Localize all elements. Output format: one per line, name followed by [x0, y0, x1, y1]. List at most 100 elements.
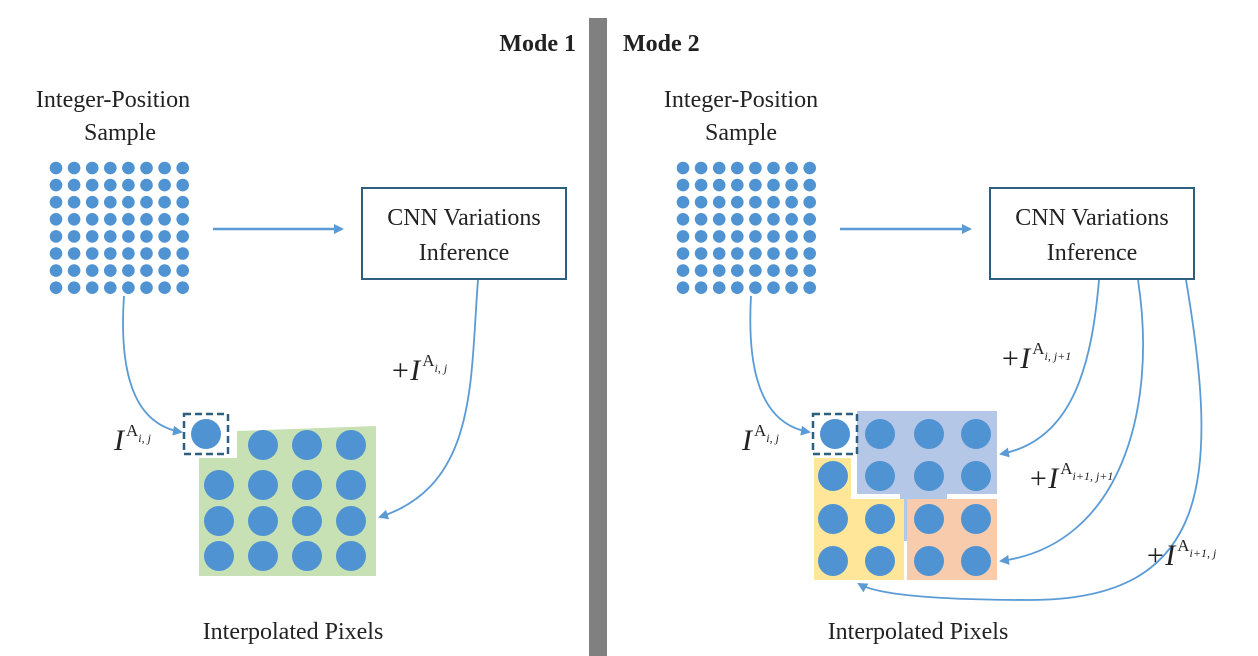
sample-dot	[676, 264, 690, 277]
sample-dot	[104, 230, 117, 243]
sample-dot	[803, 247, 816, 260]
mode-2-cnn-label-line2: Inference	[1047, 240, 1138, 266]
sample-dot	[67, 281, 81, 295]
sample-dot	[176, 230, 189, 243]
interpolated-pixel	[204, 541, 234, 571]
sample-dot	[140, 195, 153, 209]
sample-dot	[49, 195, 63, 209]
mode-1-arrow-sample-to-pixel	[122, 295, 183, 436]
mode-1-cnn-label-line1: CNN Variations	[387, 205, 541, 231]
sample-dot	[49, 161, 63, 175]
sample-dot	[712, 213, 726, 226]
sample-dot	[85, 230, 99, 243]
mode-1-interpolated-pixels	[204, 430, 366, 571]
sample-dot	[85, 247, 99, 260]
interpolated-pixel	[204, 506, 234, 536]
interpolated-pixel	[914, 546, 944, 576]
sample-dot	[803, 161, 816, 175]
sample-dot	[694, 281, 708, 295]
sample-dot	[85, 161, 99, 175]
sample-dot	[104, 264, 117, 277]
sample-dot	[67, 264, 81, 277]
sample-dot	[785, 264, 798, 277]
sample-dot	[676, 195, 690, 209]
mode-1-output-label: Interpolated Pixels	[203, 619, 384, 645]
sample-dot	[140, 281, 153, 295]
sample-dot	[694, 247, 708, 260]
mode-2-arrow-sample-to-pixel	[749, 295, 811, 436]
sample-dot	[749, 230, 762, 243]
interpolated-pixel	[292, 506, 322, 536]
mode-2-cnn-label-line1: CNN Variations	[1015, 205, 1169, 231]
sample-dot	[803, 213, 816, 226]
sample-dot	[176, 247, 189, 260]
sample-dot	[803, 264, 816, 277]
mode-2-integer-pixel-box	[811, 412, 859, 456]
sample-dot	[85, 195, 99, 209]
sample-dot	[85, 213, 99, 226]
sample-dot	[767, 178, 780, 192]
sample-dot	[676, 213, 690, 226]
sample-dot	[49, 178, 63, 192]
sample-dot	[176, 213, 189, 226]
sample-dot	[176, 178, 189, 192]
sample-dot	[731, 281, 744, 295]
interpolated-pixel	[961, 504, 991, 534]
mode-1-integer-pixel	[191, 419, 221, 449]
sample-dot	[731, 213, 744, 226]
sample-dot	[140, 247, 153, 260]
interpolated-pixel	[865, 461, 895, 491]
mode-2-arrow-cnn-to-right	[999, 279, 1100, 458]
interpolated-pixel	[865, 504, 895, 534]
interpolated-pixel	[248, 430, 278, 460]
interpolated-pixel	[336, 470, 366, 500]
mode-2-arrow-cnn-to-diagonal	[999, 279, 1144, 565]
sample-dot	[712, 161, 726, 175]
sample-dot	[158, 281, 171, 295]
sample-dot	[676, 247, 690, 260]
sample-dot	[49, 247, 63, 260]
sample-dot	[767, 213, 780, 226]
sample-dot	[104, 247, 117, 260]
sample-dot	[676, 230, 690, 243]
sample-dot	[712, 281, 726, 295]
sample-dot	[712, 178, 726, 192]
sample-dot	[731, 195, 744, 209]
interpolated-pixel	[336, 430, 366, 460]
sample-dot	[49, 264, 63, 277]
mode-1-cnn-box	[361, 187, 567, 280]
sample-dot	[803, 281, 816, 295]
interpolated-pixel	[914, 419, 944, 449]
sample-dot	[803, 230, 816, 243]
mode-1-title: Mode 1	[499, 31, 576, 57]
mode-2-cnn-box	[989, 187, 1195, 280]
sample-dot	[67, 230, 81, 243]
sample-dot	[785, 195, 798, 209]
sample-dot	[785, 161, 798, 175]
mode-2-add-formula-diagonal: +I Ai+1, j+1	[1028, 459, 1113, 495]
sample-dot	[712, 264, 726, 277]
sample-dot	[85, 264, 99, 277]
sample-dot	[749, 213, 762, 226]
sample-dot	[158, 264, 171, 277]
sample-dot	[731, 178, 744, 192]
sample-dot	[749, 178, 762, 192]
interpolated-pixel	[336, 506, 366, 536]
interpolated-pixel	[818, 504, 848, 534]
mode-2-input-label-line1: Integer-Position	[664, 87, 818, 113]
sample-dot	[694, 178, 708, 192]
interpolated-pixel	[292, 470, 322, 500]
sample-dot	[104, 195, 117, 209]
sample-dot	[694, 264, 708, 277]
mode-2-base-formula: I Ai, j	[741, 421, 780, 457]
sample-dot	[49, 230, 63, 243]
mode-2-add-formula-below: +I Ai+1, j	[1145, 536, 1217, 572]
mode-1-add-formula: +I Ai, j	[390, 351, 448, 387]
interpolated-pixel	[248, 506, 278, 536]
sample-dot	[67, 213, 81, 226]
interpolated-pixel	[248, 470, 278, 500]
sample-dot	[67, 161, 81, 175]
sample-dot	[767, 195, 780, 209]
sample-dot	[122, 281, 135, 295]
mode-1-integer-sample-grid	[49, 161, 189, 295]
